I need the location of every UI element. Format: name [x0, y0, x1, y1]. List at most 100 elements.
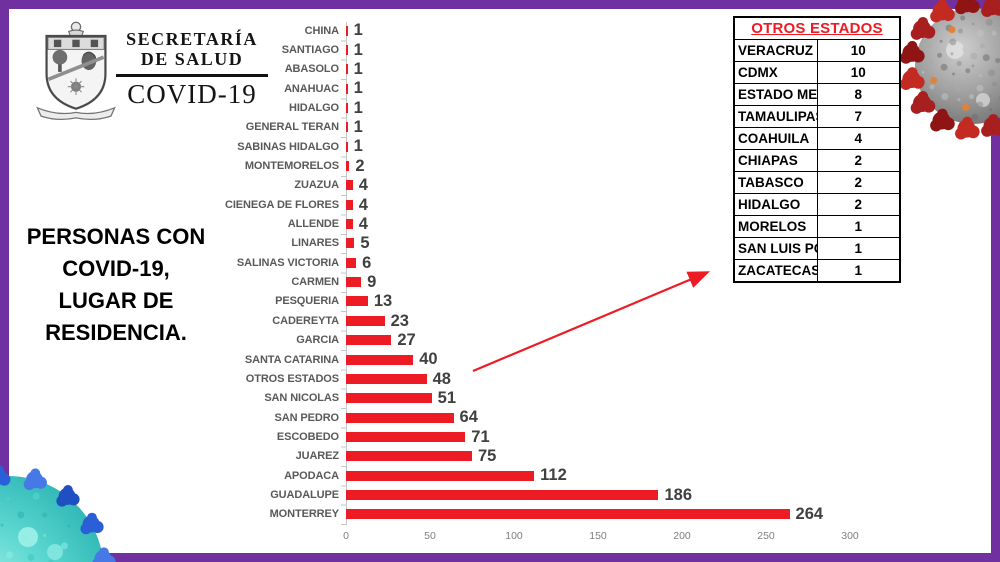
x-tick-label: 250	[757, 530, 775, 542]
chart-row: LINARES 5	[238, 234, 868, 253]
bar	[346, 25, 348, 36]
coronavirus-red-icon	[900, 0, 1000, 140]
category-label: SAN NICOLAS	[264, 392, 339, 405]
state-name: ZACATECAS	[733, 259, 818, 283]
bar	[346, 431, 466, 442]
bar-chart: CHINA 1 SANTIAGO 1 ABASOLO 1 ANAHUAC 1 HIDALGO 1 G…	[225, 21, 868, 556]
category-label: HIDALGO	[288, 102, 339, 115]
category-label: GUADALUPE	[270, 488, 339, 501]
chart-row: GENERAL TERAN 1	[238, 118, 868, 137]
category-label: ZUAZUA	[294, 179, 339, 192]
chart-row: SAN NICOLAS 51	[238, 389, 868, 408]
value-label: 1	[353, 118, 363, 137]
state-count: 4	[816, 127, 901, 150]
chart-row: ALLENDE 4	[238, 214, 868, 233]
chart-row: SANTA CATARINA 40	[238, 350, 868, 369]
bar	[346, 451, 472, 462]
state-count: 1	[816, 259, 901, 283]
coronavirus-blue-icon	[0, 465, 116, 562]
state-count: 2	[816, 193, 901, 216]
bar	[346, 83, 348, 94]
category-label: CADEREYTA	[272, 314, 339, 327]
state-name: CHIAPAS	[733, 149, 818, 172]
bar	[346, 64, 348, 75]
chart-row: JUAREZ 75	[238, 447, 868, 466]
value-label: 2	[355, 156, 365, 175]
table-row: CDMX 10	[733, 61, 901, 84]
bar	[346, 296, 368, 307]
value-label: 13	[373, 292, 393, 311]
value-label: 1	[353, 40, 363, 59]
chart-row: GUADALUPE 186	[238, 485, 868, 504]
table-row: ESTADO MEXICO8	[733, 83, 901, 106]
category-label: GENERAL TERAN	[245, 121, 339, 134]
chart-row: OTROS ESTADOS 48	[238, 369, 868, 388]
state-name: COAHUILA	[733, 127, 818, 150]
bar	[346, 509, 790, 520]
category-label: SANTA CATARINA	[244, 353, 339, 366]
category-label: JUAREZ	[295, 450, 340, 463]
bar	[346, 335, 392, 346]
category-label: CARMEN	[291, 276, 339, 289]
bar	[346, 257, 357, 268]
chart-row: ESCOBEDO 71	[238, 427, 868, 446]
bar	[346, 393, 432, 404]
chart-rows: CHINA 1 SANTIAGO 1 ABASOLO 1 ANAHUAC 1 HIDALGO 1 G…	[225, 21, 868, 524]
category-label: LINARES	[291, 237, 339, 250]
value-label: 48	[432, 369, 451, 388]
bar	[346, 354, 414, 365]
program-title: COVID-19	[127, 79, 257, 110]
chart-row: MONTERREY 264	[238, 505, 868, 524]
chart-row: CIENEGA DE FLORES 4	[225, 195, 868, 214]
value-label: 64	[459, 408, 478, 427]
chart-row: HIDALGO 1	[238, 98, 868, 117]
table-row: CHIAPAS 2	[733, 149, 901, 172]
chart-row: CARMEN 9	[238, 272, 868, 291]
category-label: ANAHUAC	[284, 82, 339, 95]
value-label: 1	[353, 137, 363, 156]
org-name-line2: DE SALUD	[140, 48, 244, 69]
state-count: 10	[816, 39, 901, 62]
page-title-line: LUGAR DE	[58, 288, 174, 313]
chart-row: MONTEMORELOS 2	[238, 156, 868, 175]
category-label: OTROS ESTADOS	[245, 372, 339, 385]
value-label: 51	[437, 388, 457, 407]
bar	[346, 238, 355, 249]
page-title: PERSONAS CON COVID-19, LUGAR DE RESIDENC…	[12, 221, 220, 349]
bar	[346, 45, 348, 56]
state-name: TAMAULIPAS	[733, 105, 818, 128]
table-row: VERACRUZ 10	[733, 39, 901, 62]
x-tick-label: 50	[424, 530, 436, 542]
value-label: 75	[478, 446, 497, 465]
value-label: 1	[353, 79, 363, 98]
bar	[346, 122, 348, 133]
nuevo-leon-coat-of-arms-icon	[36, 21, 116, 121]
value-label: 1	[353, 98, 363, 117]
page-title-line: PERSONAS CON	[26, 224, 206, 249]
chart-row: ABASOLO 1	[238, 60, 868, 79]
value-label: 9	[367, 272, 377, 291]
page-title-line: RESIDENCIA.	[45, 320, 187, 345]
bar	[346, 219, 353, 230]
state-count: 1	[816, 237, 901, 260]
bar	[346, 180, 353, 191]
category-axis-ticks	[341, 22, 346, 525]
category-label: PESQUERIA	[275, 295, 339, 308]
value-label: 1	[353, 60, 363, 79]
table-row: COAHUILA 4	[733, 127, 901, 150]
org-name-line1: SECRETARÍA	[126, 29, 258, 49]
value-label: 186	[664, 485, 692, 504]
bar	[346, 470, 535, 481]
state-name: MORELOS	[733, 215, 818, 238]
bar	[346, 141, 348, 152]
category-label: ALLENDE	[287, 218, 339, 231]
value-label: 4	[358, 214, 368, 233]
logo-text-block: SECRETARÍA DE SALUD COVID-19	[116, 29, 268, 110]
category-axis-line	[346, 22, 347, 525]
chart-row: SAN PEDRO 64	[238, 408, 868, 427]
chart-row: SABINAS HIDALGO 1	[237, 137, 868, 156]
table-row: ZACATECAS 1	[733, 259, 901, 283]
chart-row: ANAHUAC 1	[238, 79, 868, 98]
